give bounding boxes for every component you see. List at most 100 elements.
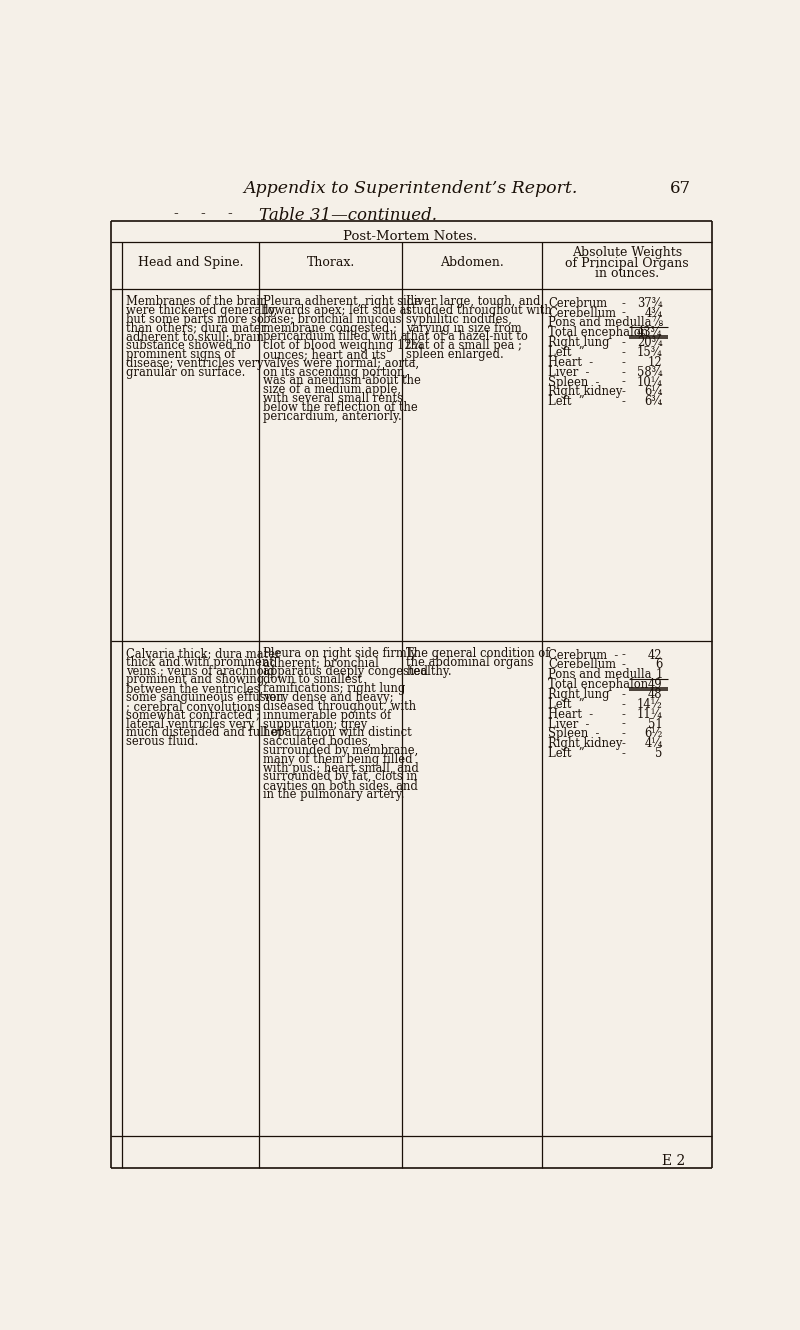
- Text: 42: 42: [648, 649, 662, 661]
- Text: -: -: [622, 737, 626, 750]
- Text: substance showed no: substance showed no: [126, 339, 250, 352]
- Text: 4¾: 4¾: [645, 306, 662, 319]
- Text: -: -: [622, 306, 626, 319]
- Text: 37¾: 37¾: [637, 297, 662, 310]
- Text: innumerable points of: innumerable points of: [262, 709, 391, 722]
- Text: -: -: [174, 207, 178, 221]
- Text: Pleura adherent, right side: Pleura adherent, right side: [262, 295, 421, 309]
- Text: spleen enlarged.: spleen enlarged.: [406, 348, 504, 360]
- Text: -: -: [622, 698, 626, 710]
- Text: Calvaria thick; dura mater: Calvaria thick; dura mater: [126, 646, 280, 660]
- Text: suppuration; grey: suppuration; grey: [262, 718, 367, 730]
- Text: surrounded by membrane,: surrounded by membrane,: [262, 743, 418, 757]
- Text: 48: 48: [648, 688, 662, 701]
- Text: -: -: [622, 356, 626, 368]
- Text: 49: 49: [648, 678, 662, 692]
- Text: 14½: 14½: [637, 698, 662, 710]
- Text: -: -: [622, 366, 626, 379]
- Text: Cerebellum: Cerebellum: [548, 306, 616, 319]
- Text: -: -: [622, 688, 626, 701]
- Text: were thickened generally,: were thickened generally,: [126, 305, 277, 317]
- Text: -: -: [622, 395, 626, 408]
- Text: serous fluid.: serous fluid.: [126, 735, 198, 749]
- Text: granular on surface.: granular on surface.: [126, 366, 245, 379]
- Text: 67: 67: [670, 180, 690, 197]
- Text: pericardium, anteriorly.: pericardium, anteriorly.: [262, 410, 402, 423]
- Text: -: -: [622, 747, 626, 761]
- Text: in the pulmonary artery.: in the pulmonary artery.: [262, 789, 404, 801]
- Text: many of them being filled: many of them being filled: [262, 753, 412, 766]
- Text: size of a medium apple,: size of a medium apple,: [262, 383, 401, 396]
- Text: 6¼: 6¼: [644, 386, 662, 399]
- Text: Pons and medulla: Pons and medulla: [548, 317, 651, 330]
- Text: below the reflection of the: below the reflection of the: [262, 400, 418, 414]
- Text: Cerebrum: Cerebrum: [548, 297, 607, 310]
- Text: -: -: [622, 728, 626, 741]
- Text: Heart  -: Heart -: [548, 356, 593, 368]
- Text: Right lung: Right lung: [548, 688, 610, 701]
- Text: membrane congested ;: membrane congested ;: [262, 322, 397, 335]
- Text: base; bronchial mucous: base; bronchial mucous: [262, 313, 402, 326]
- Text: ; cerebral convolutions: ; cerebral convolutions: [126, 700, 260, 713]
- Text: Liver  -: Liver -: [548, 718, 590, 730]
- Text: pericardium filled with a: pericardium filled with a: [262, 330, 407, 343]
- Text: Post-Mortem Notes.: Post-Mortem Notes.: [343, 230, 477, 242]
- Text: cavities on both sides, and: cavities on both sides, and: [262, 779, 418, 793]
- Text: Table 31—continued.: Table 31—continued.: [259, 207, 437, 225]
- Text: thick and with prominent: thick and with prominent: [126, 656, 274, 669]
- Text: that of a hazel-nut to: that of a hazel-nut to: [406, 330, 528, 343]
- Text: ounces; heart and its: ounces; heart and its: [262, 348, 386, 360]
- Text: Total encephalon: Total encephalon: [548, 326, 648, 339]
- Text: surrounded by fat, clots in: surrounded by fat, clots in: [262, 770, 417, 783]
- Text: between the ventricles,: between the ventricles,: [126, 682, 262, 696]
- Text: Right kidney: Right kidney: [548, 386, 622, 399]
- Text: 10¼: 10¼: [637, 375, 662, 388]
- Text: varying in size from: varying in size from: [406, 322, 522, 335]
- Text: Cerebrum  -: Cerebrum -: [548, 649, 618, 661]
- Text: Pons and medulla: Pons and medulla: [548, 668, 651, 681]
- Text: ⅞: ⅞: [651, 317, 662, 330]
- Text: Appendix to Superintendent’s Report.: Appendix to Superintendent’s Report.: [243, 180, 578, 197]
- Text: that of a small pea ;: that of a small pea ;: [406, 339, 522, 352]
- Text: with several small rents: with several small rents: [262, 392, 402, 406]
- Text: -: -: [622, 346, 626, 359]
- Text: diseased throughout, with: diseased throughout, with: [262, 700, 416, 713]
- Text: Pleura on right side firmly: Pleura on right side firmly: [262, 646, 417, 660]
- Text: -: -: [622, 386, 626, 399]
- Text: but some parts more so: but some parts more so: [126, 313, 263, 326]
- Text: adherent; bronchial: adherent; bronchial: [262, 656, 378, 669]
- Text: ramifications; right lung: ramifications; right lung: [262, 682, 405, 696]
- Text: prominent signs of: prominent signs of: [126, 348, 235, 360]
- Text: Total encephalon: Total encephalon: [548, 678, 648, 692]
- Text: -: -: [622, 708, 626, 721]
- Text: 6¾: 6¾: [645, 395, 662, 408]
- Text: 12: 12: [648, 356, 662, 368]
- Text: Head and Spine.: Head and Spine.: [138, 255, 243, 269]
- Text: 4¼: 4¼: [644, 737, 662, 750]
- Text: down to smallest: down to smallest: [262, 673, 362, 686]
- Text: prominent and showing,: prominent and showing,: [126, 673, 267, 686]
- Text: 1: 1: [655, 668, 662, 681]
- Text: 6½: 6½: [644, 728, 662, 741]
- Text: Left  ”: Left ”: [548, 346, 585, 359]
- Text: syphilitic nodules,: syphilitic nodules,: [406, 313, 512, 326]
- Text: Abdomen.: Abdomen.: [440, 255, 504, 269]
- Text: E 2: E 2: [662, 1154, 685, 1169]
- Text: sacculated bodies,: sacculated bodies,: [262, 735, 371, 749]
- Text: Thorax.: Thorax.: [306, 255, 354, 269]
- Text: some sanguineous effusion: some sanguineous effusion: [126, 692, 283, 704]
- Text: 6: 6: [655, 658, 662, 672]
- Text: than others; dura mater: than others; dura mater: [126, 322, 266, 335]
- Text: -: -: [622, 718, 626, 730]
- Text: the abdominal organs: the abdominal organs: [406, 656, 534, 669]
- Text: -: -: [201, 207, 206, 221]
- Text: Spleen  -: Spleen -: [548, 375, 599, 388]
- Text: Membranes of the brain: Membranes of the brain: [126, 295, 267, 309]
- Text: Cerebellum: Cerebellum: [548, 658, 616, 672]
- Text: on its ascending portion,: on its ascending portion,: [262, 366, 408, 379]
- Text: apparatus deeply congested: apparatus deeply congested: [262, 665, 428, 678]
- Text: 20¾: 20¾: [637, 336, 662, 348]
- Text: 15¾: 15¾: [637, 346, 662, 359]
- Text: Left  ”: Left ”: [548, 698, 585, 710]
- Text: Spleen  -: Spleen -: [548, 728, 599, 741]
